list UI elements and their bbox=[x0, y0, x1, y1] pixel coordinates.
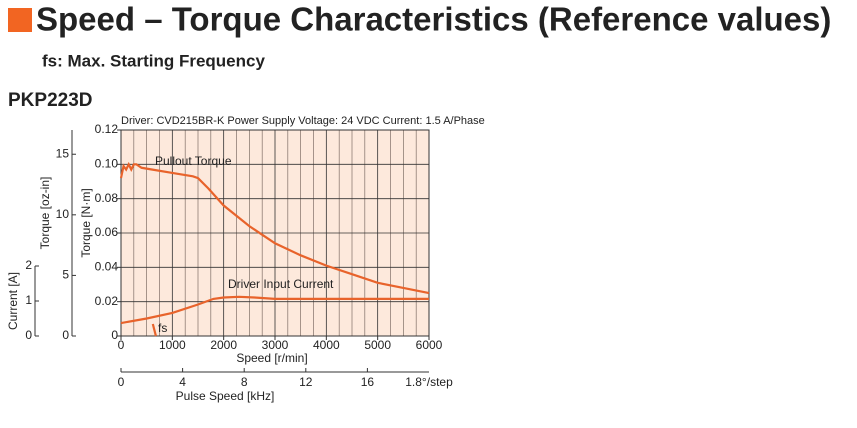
x-tick-label: 6000 bbox=[416, 338, 443, 352]
y3-axis-label: Current [A] bbox=[6, 272, 20, 330]
y-tick-label: 0 bbox=[111, 328, 118, 342]
title-marker bbox=[8, 8, 32, 32]
series-label: fs bbox=[158, 321, 167, 335]
series-line bbox=[120, 295, 429, 325]
plot-frame bbox=[120, 129, 430, 337]
y2-tick-label: 15 bbox=[56, 146, 70, 160]
x2-tick-label: 8 bbox=[241, 375, 248, 389]
y-tick-label: 0.06 bbox=[95, 225, 119, 239]
x2-end-label: 1.8°/step bbox=[405, 375, 453, 389]
x2-tick-label: 0 bbox=[118, 375, 125, 389]
y2-axis-label: Torque [oz-in] bbox=[38, 177, 52, 250]
x-tick-label: 2000 bbox=[210, 338, 237, 352]
x-tick-label: 3000 bbox=[262, 338, 289, 352]
x-tick-label: 1000 bbox=[159, 338, 186, 352]
x-tick-label: 4000 bbox=[313, 338, 340, 352]
y3-tick-label: 0 bbox=[25, 328, 32, 342]
series-line bbox=[119, 161, 430, 295]
chart-title: Speed – Torque Characteristics (Referenc… bbox=[36, 1, 831, 38]
y-tick-label: 0.08 bbox=[95, 191, 119, 205]
x-tick-label: 5000 bbox=[364, 338, 391, 352]
series-line bbox=[151, 323, 157, 337]
x2-tick-label: 12 bbox=[299, 375, 313, 389]
y2-tick-label: 10 bbox=[56, 207, 70, 221]
x2-tick-label: 4 bbox=[179, 375, 186, 389]
y-tick-label: 0.10 bbox=[95, 157, 119, 171]
x2-axis-label: Pulse Speed [kHz] bbox=[176, 389, 275, 403]
y-tick-label: 0.04 bbox=[95, 260, 119, 274]
x-axis-label: Speed [r/min] bbox=[236, 351, 307, 365]
model-name: PKP223D bbox=[8, 90, 93, 111]
x-tick-label: 0 bbox=[118, 338, 125, 352]
y2-tick-label: 0 bbox=[62, 328, 69, 342]
subtitle: fs: Max. Starting Frequency bbox=[42, 51, 265, 70]
chart-header: Driver: CVD215BR-K Power Supply Voltage:… bbox=[121, 115, 485, 127]
y3-tick-label: 2 bbox=[25, 258, 32, 272]
series-label: Driver Input Current bbox=[228, 277, 334, 291]
y2-tick-label: 5 bbox=[62, 268, 69, 282]
y-tick-label: 0.12 bbox=[95, 122, 119, 136]
series-label: Pullout Torque bbox=[155, 154, 232, 168]
x2-tick-label: 16 bbox=[361, 375, 375, 389]
y-tick-label: 0.02 bbox=[95, 294, 119, 308]
y-axis-label: Torque [N·m] bbox=[79, 188, 93, 257]
y3-tick-label: 1 bbox=[25, 293, 32, 307]
